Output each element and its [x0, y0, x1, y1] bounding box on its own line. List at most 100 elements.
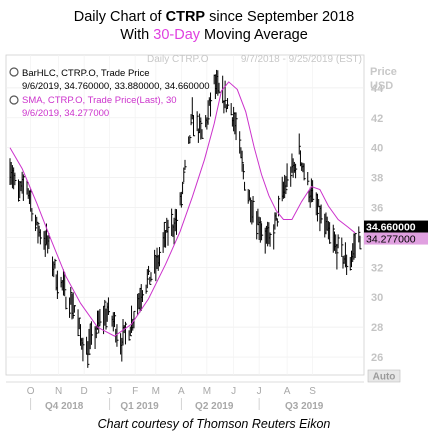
price-bar — [261, 223, 264, 241]
chart-credit: Chart courtesy of Thomson Reuters Eikon — [97, 417, 331, 431]
price-bar — [167, 219, 170, 246]
price-bar — [116, 324, 119, 347]
auto-scale-label: Auto — [373, 372, 396, 383]
x-month-label: J — [231, 386, 236, 397]
x-quarter-label: Q4 2018 — [45, 401, 84, 412]
y-tick-label: 38 — [371, 173, 383, 185]
price-bar — [225, 104, 228, 113]
price-bar — [332, 224, 335, 253]
price-chart[interactable]: Daily CTRP.O 9/7/2018 - 9/25/2019 (EST) … — [0, 50, 428, 420]
price-bar — [98, 310, 101, 334]
price-bar — [145, 284, 148, 294]
price-bar — [250, 197, 253, 223]
price-bar — [316, 193, 320, 222]
y-tick-label: 28 — [371, 322, 383, 334]
y-tick-labels: 26283032343638404244 — [371, 83, 384, 364]
x-month-label: A — [284, 386, 291, 397]
price-bar — [298, 133, 301, 155]
price-bar — [239, 131, 242, 154]
price-bar — [141, 290, 145, 302]
price-bar — [276, 218, 279, 227]
price-bar — [329, 222, 332, 244]
price-bar — [224, 80, 227, 109]
price-bar — [95, 325, 98, 339]
price-bar — [31, 208, 34, 222]
y-tick-label: 30 — [371, 292, 383, 304]
last-price-badge — [364, 220, 428, 233]
chart-subtitle: With 30-Day Moving Average — [120, 27, 308, 43]
price-bar — [82, 337, 85, 362]
price-bar — [18, 179, 21, 202]
price-bar — [90, 321, 94, 345]
legend[interactable]: BarHLC, CTRP.O, Trade Price 9/6/2019, 34… — [9, 67, 210, 119]
x-month-label: M — [203, 386, 211, 397]
price-bar — [193, 115, 196, 137]
price-bar — [290, 166, 293, 187]
x-quarter-label: Q3 2019 — [285, 401, 324, 412]
price-bar — [210, 92, 213, 117]
x-quarter-label: Q1 2019 — [120, 401, 159, 412]
price-bar — [252, 196, 255, 223]
price-bar — [150, 272, 153, 282]
price-bar — [180, 191, 183, 208]
price-bar — [242, 163, 245, 180]
price-bar — [87, 341, 90, 368]
x-month-label: J — [257, 386, 262, 397]
price-bar — [124, 321, 128, 345]
chart-title: Daily Chart of CTRP since September 2018 — [73, 9, 355, 25]
price-bar — [78, 317, 81, 330]
x-month-label: D — [81, 386, 88, 397]
sma-value-badge — [364, 232, 428, 245]
price-bar — [196, 111, 199, 132]
y-tick-label: 32 — [371, 262, 383, 274]
legend-bar-values: 9/6/2019, 34.760000, 33.880000, 34.66000… — [22, 81, 210, 92]
price-bar — [77, 309, 80, 337]
price-bar — [285, 176, 288, 195]
price-bar — [72, 292, 75, 319]
price-bar — [154, 249, 157, 274]
price-bar — [88, 328, 91, 356]
price-bar — [99, 308, 102, 326]
price-bar — [341, 237, 344, 257]
price-bar — [235, 112, 238, 141]
watermark-left: Daily CTRP.O — [147, 54, 209, 65]
price-bar — [346, 254, 349, 276]
price-bar — [244, 181, 247, 191]
price-bar — [163, 221, 166, 248]
x-quarter-label: Q2 2019 — [195, 401, 234, 412]
price-bar — [35, 214, 38, 232]
price-bar — [241, 150, 244, 172]
auto-scale-button[interactable] — [367, 369, 401, 383]
x-month-label: N — [55, 386, 62, 397]
last-price-badge-text: 34.660000 — [366, 222, 416, 234]
price-bar — [44, 230, 47, 257]
legend-sma-settings-icon[interactable] — [9, 95, 19, 105]
price-bar — [189, 135, 192, 144]
price-bar — [337, 234, 340, 249]
price-bar — [171, 208, 174, 237]
price-bar — [336, 243, 339, 270]
price-bar — [14, 172, 17, 186]
y-tick-label: 42 — [371, 113, 383, 125]
price-bar — [184, 159, 187, 170]
price-bar — [128, 330, 131, 341]
price-bar — [182, 181, 185, 195]
price-bars — [9, 69, 362, 368]
price-bar — [107, 297, 111, 315]
price-bar — [69, 297, 72, 318]
price-bar — [307, 172, 310, 186]
price-bar — [200, 117, 203, 140]
price-bar — [269, 232, 272, 247]
price-bar — [39, 229, 42, 245]
sma-value-badge-text: 34.277000 — [366, 234, 416, 246]
y-tick-label: 44 — [371, 83, 384, 95]
x-quarter-labels: Q4 2018 Q1 2019 Q2 2019 Q3 2019 — [30, 398, 324, 412]
legend-settings-icon[interactable] — [9, 67, 19, 77]
price-bar — [207, 100, 210, 125]
price-bar — [190, 114, 193, 126]
price-bar — [37, 222, 40, 244]
price-bar — [312, 180, 315, 202]
price-bar — [54, 258, 57, 269]
price-bar — [105, 308, 108, 330]
